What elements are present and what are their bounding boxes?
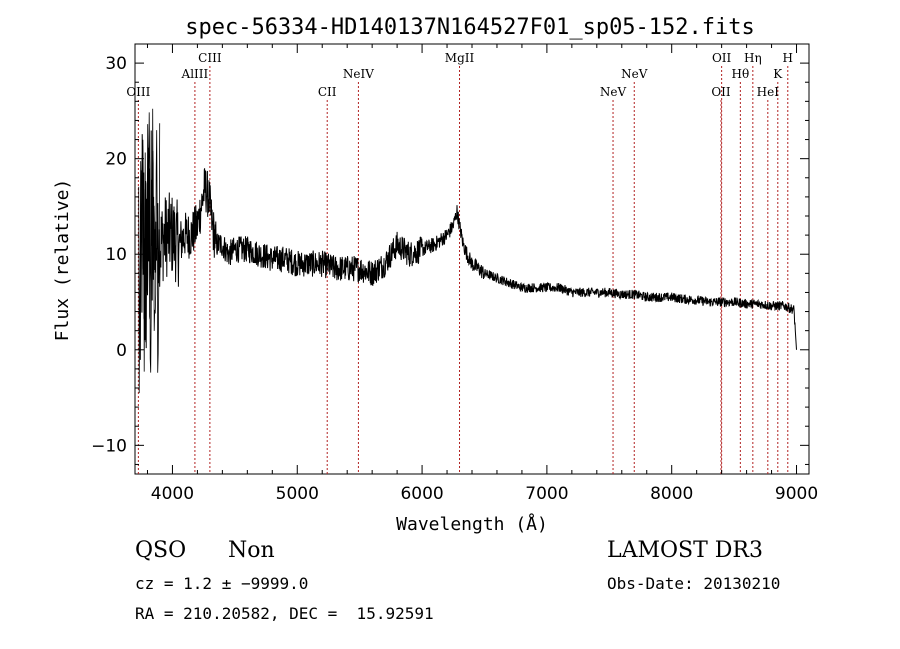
emission-line-label: MgII	[445, 51, 475, 65]
coordinates-text: RA = 210.20582, DEC = 15.92591	[135, 604, 434, 623]
emission-line-label: NeV	[621, 67, 648, 81]
spectrum-line	[139, 130, 797, 360]
emission-line-label: AlIII	[181, 67, 209, 81]
x-tick-label: 6000	[400, 484, 443, 504]
emission-line-label: Hθ	[732, 67, 750, 81]
survey-name: LAMOST DR3	[607, 538, 763, 563]
emission-line-label: K	[773, 67, 783, 81]
emission-line-label: HeI	[757, 85, 780, 99]
redshift-text: cz = 1.2 ± −9999.0	[135, 574, 309, 593]
y-tick-label: 0	[116, 341, 127, 361]
emission-line-label: NeV	[600, 85, 627, 99]
x-axis-label: Wavelength (Å)	[396, 513, 548, 535]
emission-line-label: CII	[318, 85, 337, 99]
emission-line-markers	[137, 66, 789, 474]
x-tick-label: 8000	[650, 484, 693, 504]
emission-line-label: OII	[711, 85, 731, 99]
y-axis-label: Flux (relative)	[52, 179, 73, 342]
chart-title: spec-56334-HD140137N164527F01_sp05-152.f…	[185, 15, 755, 40]
x-axis-ticks: 4000 5000 6000 7000 8000 9000	[146, 44, 818, 504]
y-axis-ticks: −10 0 10 20 30	[91, 43, 809, 465]
emission-line-label: H	[783, 51, 793, 65]
x-tick-label: 7000	[525, 484, 568, 504]
emission-line-label: Hη	[744, 51, 762, 65]
emission-line-label: OIII	[126, 85, 150, 99]
object-class: QSO	[135, 538, 187, 563]
emission-line-label: CIII	[198, 51, 222, 65]
obs-date: Obs-Date: 20130210	[607, 574, 781, 593]
x-tick-label: 9000	[775, 484, 818, 504]
emission-line-label: OII	[712, 51, 732, 65]
y-tick-label: −10	[91, 436, 127, 456]
emission-line-label: NeIV	[343, 67, 374, 81]
x-tick-label: 4000	[151, 484, 194, 504]
spectrum-noise-line	[138, 108, 161, 394]
x-tick-label: 5000	[276, 484, 319, 504]
y-tick-label: 20	[105, 150, 127, 170]
object-subclass: Non	[228, 538, 275, 563]
y-tick-label: 10	[105, 245, 127, 265]
y-tick-label: 30	[105, 54, 127, 74]
